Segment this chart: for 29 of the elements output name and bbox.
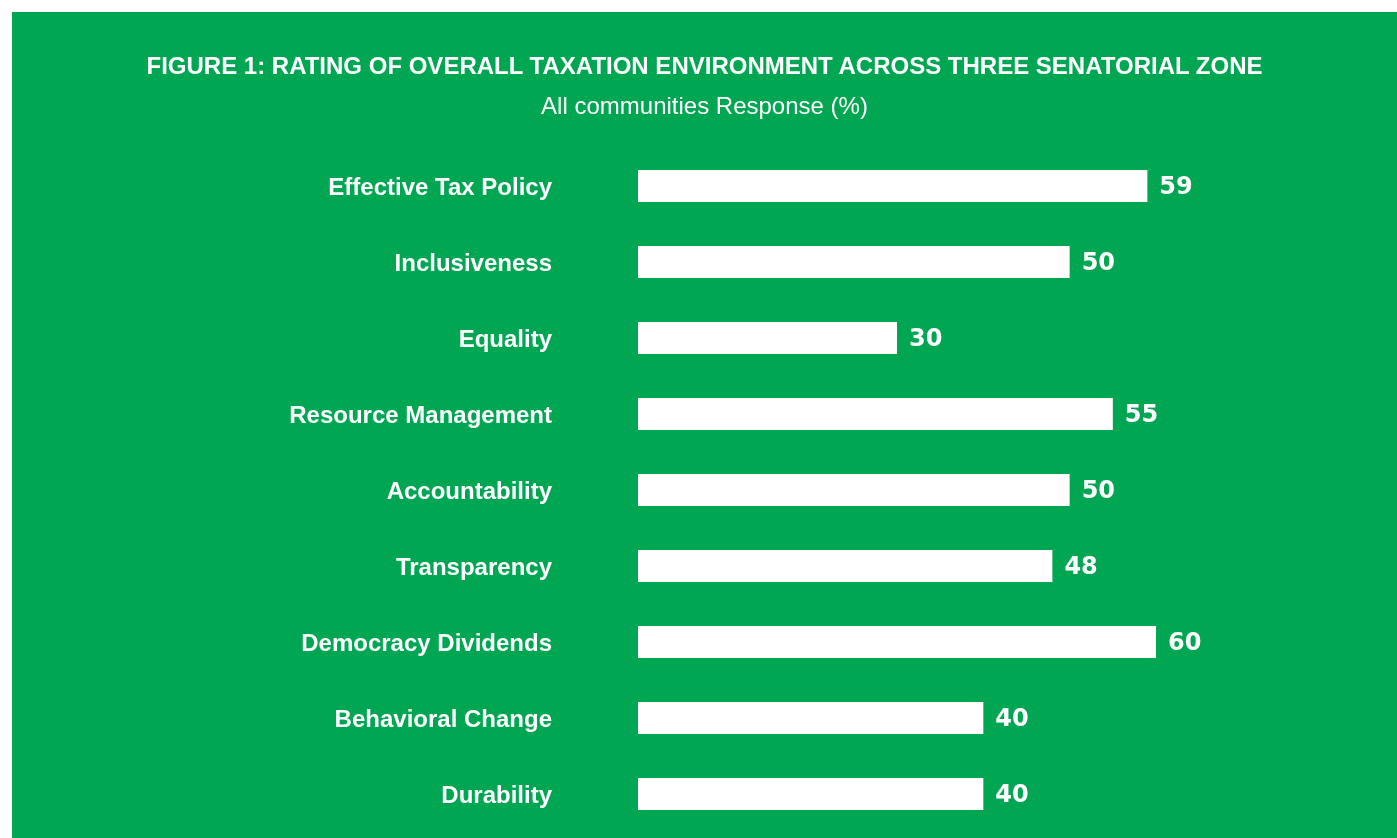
bar [638, 626, 1156, 658]
y-tick-label: Equality [458, 324, 553, 352]
data-label: 50 [1081, 248, 1116, 276]
bar [638, 550, 1053, 582]
bar [638, 246, 1070, 278]
bar [638, 474, 1070, 506]
y-tick-label: Effective Tax Policy [328, 172, 553, 200]
bar [638, 702, 984, 734]
data-label: 40 [995, 704, 1029, 732]
data-label: 59 [1159, 172, 1193, 200]
data-label: 60 [1168, 628, 1202, 656]
data-label: 30 [909, 324, 943, 352]
bar [638, 778, 984, 810]
y-tick-label: Accountability [386, 476, 553, 504]
data-label: 50 [1081, 476, 1116, 504]
y-tick-label: Inclusiveness [394, 248, 552, 276]
data-label: 40 [995, 780, 1029, 808]
y-tick-label: Transparency [395, 552, 553, 580]
bar [638, 322, 897, 354]
bar [638, 398, 1113, 430]
data-label: 55 [1124, 400, 1159, 428]
bar [638, 170, 1148, 202]
chart-title: FIGURE 1: RATING OF OVERALL TAXATION ENVIRONMENT ACROSS THREE SENATORIAL ZONE [146, 51, 1263, 79]
y-tick-label: Durability [441, 780, 553, 808]
y-tick-label: Democracy Dividends [301, 628, 552, 656]
chart-subtitle: All communities Response (%) [541, 91, 868, 119]
y-tick-label: Resource Management [289, 400, 552, 428]
y-tick-label: Behavioral Change [334, 704, 552, 732]
data-label: 48 [1064, 552, 1098, 580]
